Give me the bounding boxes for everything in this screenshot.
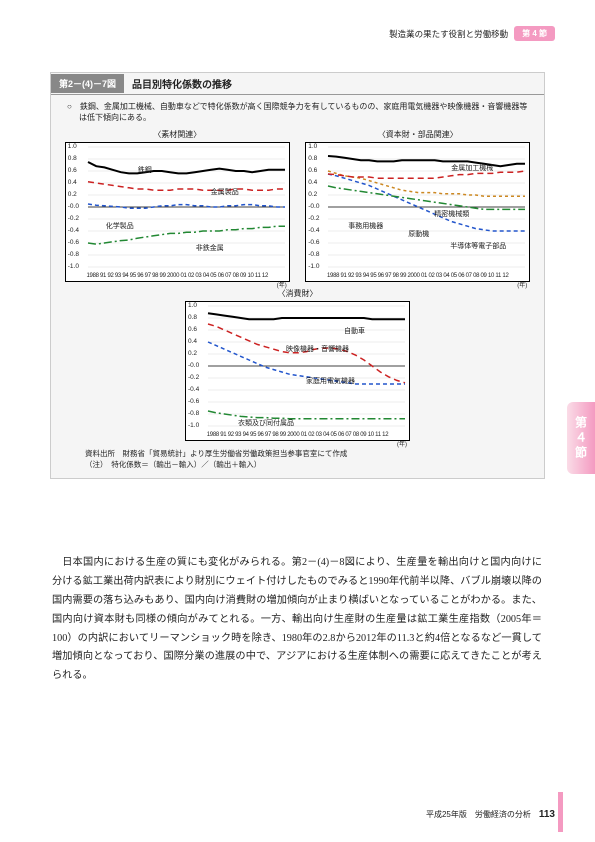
edition-label: 平成25年版 労働経済の分析 xyxy=(426,809,531,820)
breadcrumb: 製造業の果たす役割と労働移動 xyxy=(389,28,508,40)
source-line1: 資料出所 財務省「貿易統計」より厚生労働省労働政策担当参事官室にて作成 xyxy=(85,449,536,460)
series-label: 鉄鋼 xyxy=(138,165,152,175)
ytick-label: -0.0 xyxy=(68,203,79,210)
ytick-label: -1.0 xyxy=(188,422,199,429)
chart2-subtitle: 〈資本財・部品関連〉 xyxy=(378,129,458,140)
figure-source: 資料出所 財務省「貿易統計」より厚生労働省労働政策担当参事官室にて作成 （注） … xyxy=(59,449,536,470)
series-label: 精密機械類 xyxy=(434,209,469,219)
ytick-label: -0.6 xyxy=(68,239,79,246)
series-label: 自動車 xyxy=(344,326,365,336)
side-section-tab: 第４節 xyxy=(567,402,595,474)
page-accent-bar xyxy=(558,792,563,832)
page-number: 113 xyxy=(539,809,555,820)
ytick-label: -0.6 xyxy=(308,239,319,246)
series-label: 衣類及び同付属品 xyxy=(238,418,294,428)
ytick-label: -1.0 xyxy=(308,263,319,270)
figure-title-row: 第2－(4)－7図 品目別特化係数の推移 xyxy=(51,73,544,95)
ytick-label: -0.6 xyxy=(188,398,199,405)
chart2: -1.0 -0.8 -0.6 -0.4 -0.2 -0.0 0.2 0.4 0.6 0.8 1.0 金… xyxy=(305,142,530,282)
ytick-label: -0.8 xyxy=(188,410,199,417)
ytick-label: -0.2 xyxy=(188,374,199,381)
series-label: 金属製品 xyxy=(211,187,239,197)
series-label: 半導体等電子部品 xyxy=(450,241,506,251)
page-header: 製造業の果たす役割と労働移動 第 4 節 xyxy=(389,26,555,41)
ytick-label: -0.2 xyxy=(68,215,79,222)
ytick-label: 1.0 xyxy=(188,302,197,309)
section-badge: 第 4 節 xyxy=(514,26,555,41)
ytick-label: -0.0 xyxy=(188,362,199,369)
charts-row-top: 〈素材関連〉 -1.0 -0.8 -0.6 -0.4 -0.2 -0.0 0.2 0.4 0.6… xyxy=(59,129,536,282)
figure-number: 第2－(4)－7図 xyxy=(51,74,124,93)
series-label: 映像機器・音響機器 xyxy=(286,344,349,354)
xaxis-labels: 1988 91 92 93 94 95 96 97 98 99 2000 01 … xyxy=(306,273,529,279)
ytick-label: 0.2 xyxy=(68,191,77,198)
chart3-wrap: 〈消費財〉 -1.0 -0.8 -0.6 -0.4 -0.2 -0.0 0.2 0.4 0.6 0… xyxy=(185,288,410,441)
ytick-label: 0.6 xyxy=(68,167,77,174)
ytick-label: -0.2 xyxy=(308,215,319,222)
ytick-label: -0.8 xyxy=(308,251,319,258)
body-paragraph: 日本国内における生産の質にも変化がみられる。第2－(4)－8図により、生産量を輸… xyxy=(52,554,542,686)
ytick-label: 0.8 xyxy=(188,314,197,321)
ytick-label: 1.0 xyxy=(308,143,317,150)
ytick-label: 0.2 xyxy=(308,191,317,198)
xaxis-labels: 1988 91 92 93 94 95 96 97 98 99 2000 01 … xyxy=(186,432,409,438)
ytick-label: -0.8 xyxy=(68,251,79,258)
xaxis-unit: (年) xyxy=(277,280,287,289)
ytick-label: 0.4 xyxy=(188,338,197,345)
series-label: 非鉄金属 xyxy=(196,243,224,253)
ytick-label: 0.6 xyxy=(308,167,317,174)
figure-title: 品目別特化係数の推移 xyxy=(124,73,240,94)
source-line2: （注） 特化係数＝（輸出－輸入）／（輸出＋輸入） xyxy=(85,460,536,471)
ytick-label: 0.8 xyxy=(308,155,317,162)
series-label: 原動機 xyxy=(408,229,429,239)
ytick-label: -0.4 xyxy=(68,227,79,234)
figure-note: ○ 鉄鋼、金属加工機械、自動車などで特化係数が高く国際競争力を有しているものの、… xyxy=(59,95,536,127)
ytick-label: -0.0 xyxy=(308,203,319,210)
chart1: -1.0 -0.8 -0.6 -0.4 -0.2 -0.0 0.2 0.4 0.6 0.8 1.0 鉄… xyxy=(65,142,290,282)
series-label: 化学製品 xyxy=(106,221,134,231)
series-label: 事務用機器 xyxy=(348,221,383,231)
ytick-label: 0.6 xyxy=(188,326,197,333)
chart1-wrap: 〈素材関連〉 -1.0 -0.8 -0.6 -0.4 -0.2 -0.0 0.2 0.4 0.6… xyxy=(65,129,290,282)
series-label: 金属加工機械 xyxy=(451,163,493,173)
chart2-wrap: 〈資本財・部品関連〉 -1.0 -0.8 -0.6 -0.4 -0.2 -0.0 0.2 0.… xyxy=(305,129,530,282)
ytick-label: -0.4 xyxy=(308,227,319,234)
xaxis-unit: (年) xyxy=(397,439,407,448)
xaxis-labels: 1988 91 92 93 94 95 96 97 98 99 2000 01 … xyxy=(66,273,289,279)
series-label: 家庭用電気機器 xyxy=(306,376,355,386)
ytick-label: -0.4 xyxy=(188,386,199,393)
ytick-label: 0.4 xyxy=(68,179,77,186)
chart3-subtitle: 〈消費財〉 xyxy=(278,288,318,299)
charts-row-bottom: 〈消費財〉 -1.0 -0.8 -0.6 -0.4 -0.2 -0.0 0.2 0.4 0.6 0… xyxy=(59,288,536,441)
figure-container: 第2－(4)－7図 品目別特化係数の推移 ○ 鉄鋼、金属加工機械、自動車などで特… xyxy=(50,72,545,479)
ytick-label: 0.2 xyxy=(188,350,197,357)
ytick-label: 0.4 xyxy=(308,179,317,186)
ytick-label: -1.0 xyxy=(68,263,79,270)
ytick-label: 1.0 xyxy=(68,143,77,150)
page-footer: 平成25年版 労働経済の分析 113 xyxy=(426,809,555,820)
ytick-label: 0.8 xyxy=(68,155,77,162)
xaxis-unit: (年) xyxy=(517,280,527,289)
chart3: -1.0 -0.8 -0.6 -0.4 -0.2 -0.0 0.2 0.4 0.6 0.8 1.0 自… xyxy=(185,301,410,441)
chart1-subtitle: 〈素材関連〉 xyxy=(153,129,201,140)
